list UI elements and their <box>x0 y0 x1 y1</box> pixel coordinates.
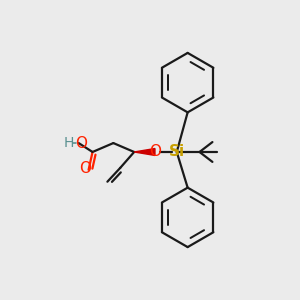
Text: O: O <box>149 145 161 160</box>
Text: H: H <box>64 136 74 150</box>
Text: O: O <box>75 136 87 151</box>
Text: O: O <box>80 161 92 176</box>
Text: Si: Si <box>169 145 185 160</box>
Polygon shape <box>134 148 155 155</box>
